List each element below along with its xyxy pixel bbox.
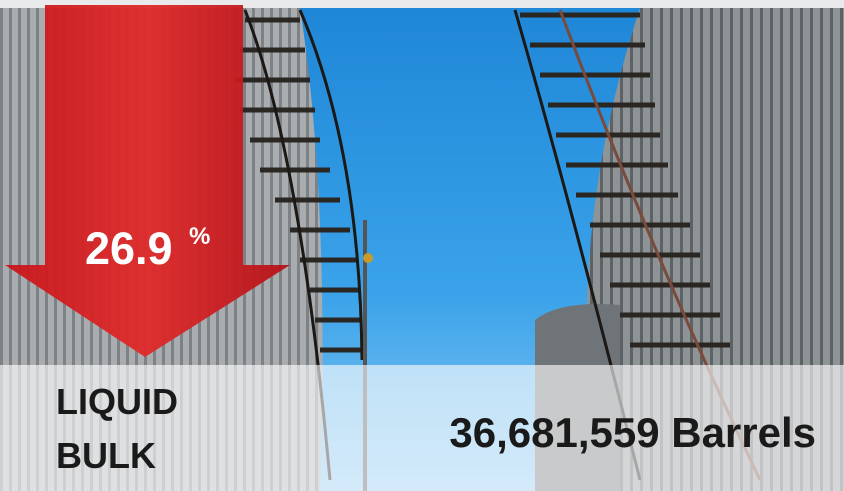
category-line: LIQUID [56,381,178,422]
stat-value: 26.9 [85,223,173,274]
category-line: BULK [56,435,156,476]
down-arrow [5,5,290,357]
volume: 36,681,559 Barrels [449,409,816,456]
stat-unit: % [189,223,210,250]
caption-band [0,365,844,491]
